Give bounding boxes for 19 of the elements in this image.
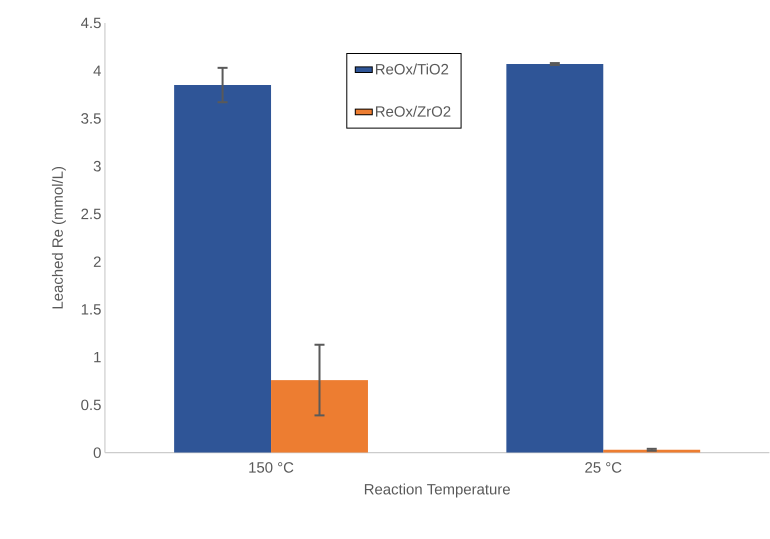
y-axis-title: Leached Re (mmol/L) bbox=[52, 167, 66, 309]
y-tick-label: 1.5 bbox=[82, 304, 101, 315]
x-tick-label: 150 °C bbox=[249, 462, 294, 473]
y-tick-label: 2 bbox=[94, 256, 101, 268]
bar bbox=[174, 85, 272, 453]
y-tick-label: 2.5 bbox=[81, 208, 101, 220]
legend-label: ReOx/TiO2 bbox=[376, 64, 448, 75]
bar bbox=[271, 380, 368, 453]
y-tick-label: 0.5 bbox=[81, 400, 101, 410]
legend-label: ReOx/ZrO2 bbox=[376, 106, 450, 117]
y-tick-label: 3 bbox=[94, 161, 101, 172]
x-tick-label: 25 °C bbox=[585, 462, 622, 473]
y-tick-label: 1 bbox=[94, 352, 101, 363]
x-axis-title: Reaction Temperature bbox=[364, 484, 510, 498]
y-tick-label: 4 bbox=[93, 66, 101, 76]
y-tick-label: 4.5 bbox=[80, 18, 101, 28]
bar bbox=[506, 64, 604, 453]
y-tick-label: 3.5 bbox=[81, 113, 101, 124]
y-tick-label: 0 bbox=[94, 448, 101, 458]
